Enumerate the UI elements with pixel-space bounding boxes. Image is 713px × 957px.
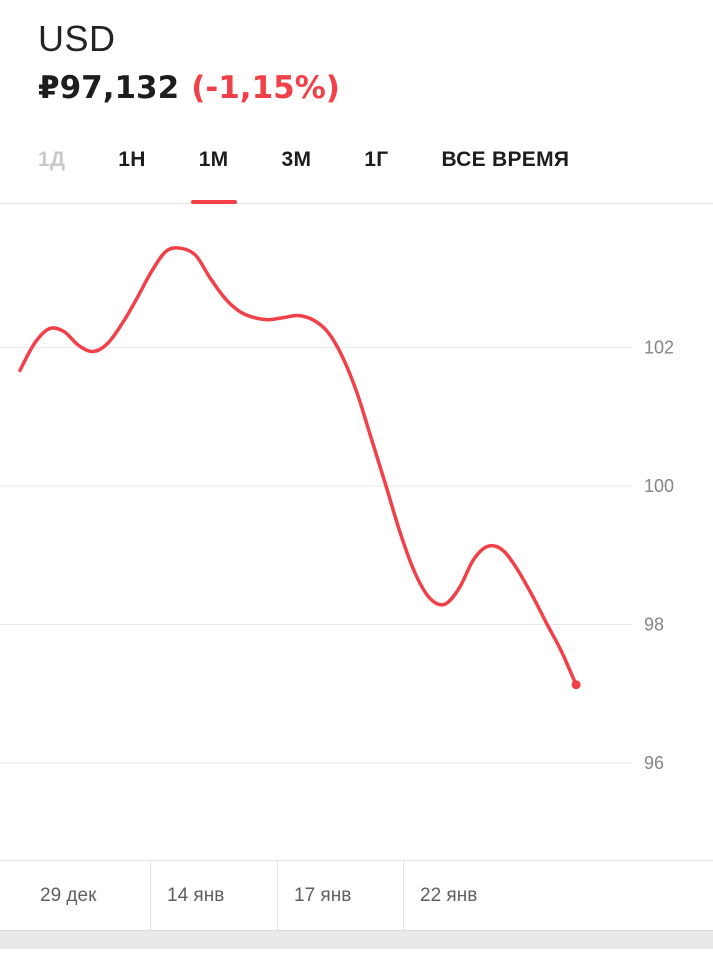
price-value: ₽97,132 — [38, 70, 180, 106]
x-axis-label: 29 дек — [40, 884, 97, 906]
x-axis-label: 17 янв — [294, 884, 352, 906]
price-chart-svg[interactable]: 102 100 98 96 — [0, 204, 713, 860]
tab-1y[interactable]: 1Г — [364, 128, 388, 203]
page-header: USD ₽97,132 (-1,15%) — [0, 0, 713, 106]
x-tick-cell: 22 янв — [403, 861, 713, 930]
instrument-title: USD — [38, 18, 116, 59]
price-chart[interactable]: 102 100 98 96 — [0, 204, 713, 860]
y-axis-label: 100 — [644, 476, 674, 496]
price-change-badge: (-1,15%) — [191, 70, 340, 106]
tab-3m[interactable]: 3М — [281, 128, 311, 203]
price-row: ₽97,132 (-1,15%) — [38, 70, 713, 106]
y-axis-label: 98 — [644, 615, 664, 635]
x-tick-cell: 17 янв — [277, 861, 403, 930]
y-axis-label: 102 — [644, 337, 674, 357]
x-axis: 29 дек 14 янв 17 янв 22 янв — [0, 860, 713, 930]
price-line — [18, 246, 578, 687]
tab-all-time[interactable]: ВСЕ ВРЕМЯ — [441, 128, 569, 203]
tab-1m[interactable]: 1М — [199, 128, 229, 203]
y-axis-label: 96 — [644, 753, 664, 773]
x-axis-label: 14 янв — [167, 884, 225, 906]
tab-1w[interactable]: 1Н — [118, 128, 145, 203]
bottom-bar — [0, 930, 713, 949]
x-tick-cell: 29 дек — [0, 861, 150, 930]
period-tabs: 1Д 1Н 1М 3М 1Г ВСЕ ВРЕМЯ — [0, 128, 713, 204]
x-axis-label: 22 янв — [420, 884, 478, 906]
last-price-dot — [571, 680, 581, 690]
x-tick-cell: 14 янв — [150, 861, 277, 930]
tab-1d[interactable]: 1Д — [38, 128, 65, 203]
